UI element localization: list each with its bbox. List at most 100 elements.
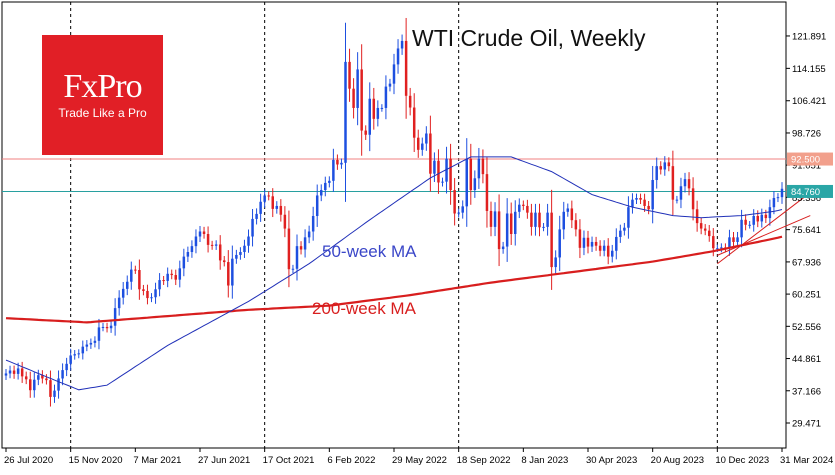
candle-body — [388, 83, 392, 87]
y-tick-label: 29.471 — [792, 418, 821, 429]
candle-body — [457, 212, 460, 214]
candle-body — [501, 246, 505, 250]
ma50-annotation: 50-week MA — [322, 242, 417, 261]
candle-body — [453, 190, 456, 214]
candle-body — [582, 237, 586, 248]
candle-body — [182, 256, 186, 269]
candle-body — [380, 107, 384, 109]
candle-body — [748, 224, 751, 226]
candle-body — [117, 297, 121, 309]
y-tick-label: 44.861 — [792, 354, 821, 365]
candle-body — [687, 179, 691, 189]
y-tick-label: 121.891 — [792, 31, 826, 42]
candle-body — [720, 247, 723, 249]
candle-body — [437, 160, 440, 183]
candle-body — [291, 268, 295, 270]
candle-body — [146, 290, 149, 299]
x-tick-label: 17 Oct 2021 — [263, 455, 315, 466]
candle-body — [162, 280, 165, 282]
candle-body — [154, 289, 157, 298]
candle-body — [295, 246, 299, 269]
candle-body — [41, 375, 44, 379]
candle-body — [210, 244, 214, 246]
candle-body — [505, 213, 509, 247]
ma200-line — [5, 235, 783, 324]
candle-body — [764, 214, 768, 219]
candle-body — [93, 340, 97, 343]
candle-body — [627, 207, 630, 228]
candle-body — [538, 212, 541, 228]
candle-body — [441, 181, 444, 183]
candle-body — [340, 162, 343, 165]
candle-body — [497, 211, 501, 250]
candle-body — [315, 195, 319, 216]
candle-body — [113, 308, 117, 326]
candle-body — [606, 245, 610, 257]
y-tick-label: 60.251 — [792, 290, 821, 301]
candle-body — [275, 205, 279, 209]
candle-body — [368, 98, 371, 135]
candle-body — [611, 250, 614, 257]
candle-body — [542, 226, 545, 228]
candle-body — [586, 237, 590, 247]
candle-body — [461, 206, 464, 213]
candle-body — [703, 228, 707, 231]
candle-body — [16, 368, 20, 374]
candle-body — [174, 275, 177, 280]
x-tick-label: 20 Aug 2023 — [651, 455, 704, 466]
candle-body — [493, 211, 497, 227]
candle-body — [97, 327, 101, 341]
candle-body — [768, 207, 772, 219]
candle-body — [473, 178, 477, 191]
y-tick-label: 106.421 — [792, 96, 826, 107]
fxpro-logo: FxPro Trade Like a Pro — [42, 35, 163, 155]
candle-body — [384, 86, 388, 108]
candle-body — [469, 158, 473, 191]
candle-body — [578, 229, 582, 248]
candle-body — [550, 212, 553, 268]
candle-body — [202, 231, 206, 235]
trendline — [717, 192, 811, 265]
candle-body — [570, 208, 574, 221]
x-tick-label: 27 Jun 2021 — [198, 455, 250, 466]
candle-body — [594, 241, 598, 246]
price-label-text: 92.500 — [791, 155, 820, 166]
candle-body — [178, 268, 182, 280]
candle-body — [206, 234, 210, 245]
candle-body — [716, 248, 719, 250]
candle-body — [267, 195, 270, 197]
candle-body — [12, 370, 16, 374]
candle-body — [57, 378, 60, 391]
candle-body — [29, 379, 32, 391]
candle-body — [647, 205, 650, 210]
y-tick-label: 37.166 — [792, 386, 821, 397]
candle-body — [85, 344, 89, 347]
candle-body — [166, 273, 169, 281]
candle-body — [223, 260, 226, 263]
candle-body — [400, 40, 404, 49]
candle-body — [4, 373, 8, 376]
candle-body — [170, 273, 173, 276]
candle-body — [534, 212, 537, 227]
candle-body — [356, 69, 359, 108]
candle-body — [485, 174, 489, 211]
candle-body — [518, 204, 521, 212]
candle-body — [324, 182, 327, 191]
candle-body — [465, 158, 468, 207]
candle-body — [732, 237, 735, 242]
candle-body — [101, 326, 105, 328]
candle-body — [186, 252, 190, 257]
candle-body — [105, 326, 109, 329]
x-tick-label: 26 Jul 2020 — [4, 455, 53, 466]
candle-body — [708, 230, 711, 237]
candle-body — [558, 229, 561, 258]
candle-body — [198, 231, 202, 237]
candle-body — [69, 355, 72, 364]
candle-body — [89, 342, 93, 345]
candle-body — [307, 231, 311, 238]
candle-body — [631, 199, 634, 208]
candle-body — [691, 188, 695, 210]
candle-body — [65, 363, 68, 371]
candle-body — [623, 227, 626, 231]
